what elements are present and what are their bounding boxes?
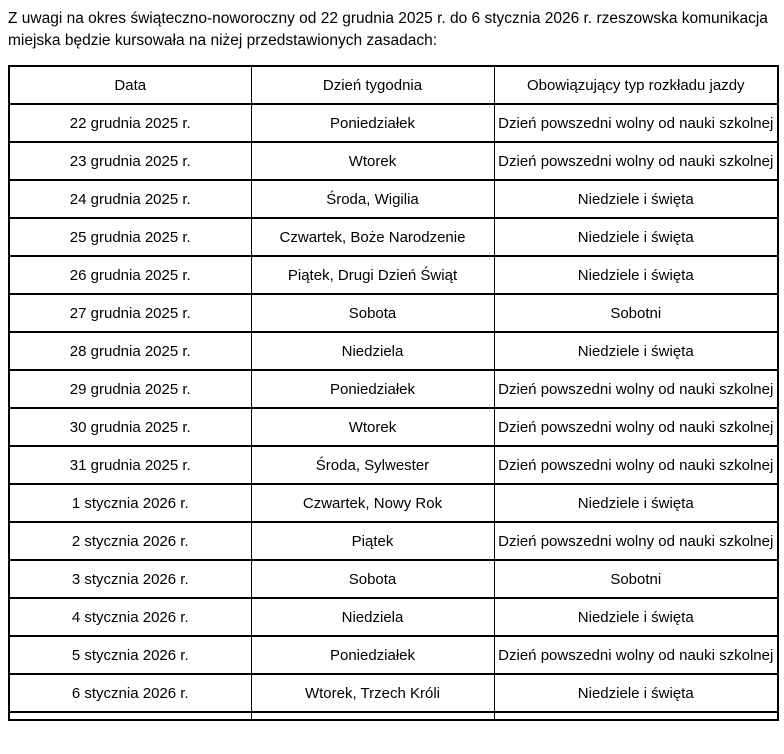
cell-schedule-type: Niedziele i święta — [493, 255, 779, 295]
cell-schedule-type: Dzień powszedni wolny od nauki szkolnej — [493, 445, 779, 485]
cell-schedule-type: Dzień powszedni wolny od nauki szkolnej — [493, 103, 779, 143]
cell-date: 1 stycznia 2026 r. — [8, 483, 252, 523]
cell-weekday: Poniedziałek — [250, 103, 495, 143]
cell-schedule-type: Niedziele i święta — [493, 331, 779, 371]
cell-schedule-type: Dzień powszedni wolny od nauki szkolnej — [493, 141, 779, 181]
cell-weekday: Piątek, Drugi Dzień Świąt — [250, 255, 495, 295]
table-row: 27 grudnia 2025 r. Sobota Sobotni — [8, 293, 779, 333]
cell-date: 23 grudnia 2025 r. — [8, 141, 252, 181]
cell-weekday: Czwartek, Boże Narodzenie — [250, 217, 495, 257]
cell-date: 24 grudnia 2025 r. — [8, 179, 252, 219]
cell-weekday: Niedziela — [250, 331, 495, 371]
table-row: 31 grudnia 2025 r. Środa, Sylwester Dzie… — [8, 445, 779, 485]
partial-cell — [250, 711, 495, 721]
schedule-table: Data Dzień tygodnia Obowiązujący typ roz… — [8, 65, 779, 721]
table-row: 3 stycznia 2026 r. Sobota Sobotni — [8, 559, 779, 599]
table-row: 30 grudnia 2025 r. Wtorek Dzień powszedn… — [8, 407, 779, 447]
table-row: 23 grudnia 2025 r. Wtorek Dzień powszedn… — [8, 141, 779, 181]
cell-date: 2 stycznia 2026 r. — [8, 521, 252, 561]
cell-weekday: Poniedziałek — [250, 635, 495, 675]
table-row: 28 grudnia 2025 r. Niedziela Niedziele i… — [8, 331, 779, 371]
table-row: 26 grudnia 2025 r. Piątek, Drugi Dzień Ś… — [8, 255, 779, 295]
table-header-row: Data Dzień tygodnia Obowiązujący typ roz… — [8, 65, 779, 105]
cell-schedule-type: Sobotni — [493, 559, 779, 599]
cell-weekday: Poniedziałek — [250, 369, 495, 409]
cell-weekday: Wtorek — [250, 141, 495, 181]
table-row: 1 stycznia 2026 r. Czwartek, Nowy Rok Ni… — [8, 483, 779, 523]
table-row: 22 grudnia 2025 r. Poniedziałek Dzień po… — [8, 103, 779, 143]
cell-date: 3 stycznia 2026 r. — [8, 559, 252, 599]
cell-schedule-type: Niedziele i święta — [493, 597, 779, 637]
cell-date: 27 grudnia 2025 r. — [8, 293, 252, 333]
cell-date: 6 stycznia 2026 r. — [8, 673, 252, 713]
table-row: 2 stycznia 2026 r. Piątek Dzień powszedn… — [8, 521, 779, 561]
cell-weekday: Środa, Wigilia — [250, 179, 495, 219]
cell-schedule-type: Dzień powszedni wolny od nauki szkolnej — [493, 369, 779, 409]
table-row: 25 grudnia 2025 r. Czwartek, Boże Narodz… — [8, 217, 779, 257]
cell-date: 30 grudnia 2025 r. — [8, 407, 252, 447]
header-cell-schedule-type: Obowiązujący typ rozkładu jazdy — [493, 65, 779, 105]
cell-schedule-type: Dzień powszedni wolny od nauki szkolnej — [493, 635, 779, 675]
intro-paragraph: Z uwagi na okres świąteczno-noworoczny o… — [8, 10, 768, 49]
cell-date: 31 grudnia 2025 r. — [8, 445, 252, 485]
cell-weekday: Sobota — [250, 559, 495, 599]
header-cell-weekday: Dzień tygodnia — [250, 65, 495, 105]
table-row: 4 stycznia 2026 r. Niedziela Niedziele i… — [8, 597, 779, 637]
cell-date: 25 grudnia 2025 r. — [8, 217, 252, 257]
table-row: 6 stycznia 2026 r. Wtorek, Trzech Króli … — [8, 673, 779, 713]
cell-schedule-type: Niedziele i święta — [493, 673, 779, 713]
cell-schedule-type: Niedziele i święta — [493, 179, 779, 219]
cell-schedule-type: Niedziele i święta — [493, 483, 779, 523]
table-body: 22 grudnia 2025 r. Poniedziałek Dzień po… — [8, 103, 779, 721]
cell-date: 29 grudnia 2025 r. — [8, 369, 252, 409]
cell-schedule-type: Dzień powszedni wolny od nauki szkolnej — [493, 407, 779, 447]
table-row: 24 grudnia 2025 r. Środa, Wigilia Niedzi… — [8, 179, 779, 219]
cell-weekday: Wtorek, Trzech Króli — [250, 673, 495, 713]
table-row: 29 grudnia 2025 r. Poniedziałek Dzień po… — [8, 369, 779, 409]
cell-weekday: Piątek — [250, 521, 495, 561]
cell-schedule-type: Sobotni — [493, 293, 779, 333]
partial-table-row — [8, 711, 779, 721]
cell-date: 22 grudnia 2025 r. — [8, 103, 252, 143]
cell-date: 26 grudnia 2025 r. — [8, 255, 252, 295]
cell-weekday: Niedziela — [250, 597, 495, 637]
cell-schedule-type: Niedziele i święta — [493, 217, 779, 257]
cell-date: 5 stycznia 2026 r. — [8, 635, 252, 675]
partial-cell — [493, 711, 779, 721]
cell-weekday: Czwartek, Nowy Rok — [250, 483, 495, 523]
header-cell-date: Data — [8, 65, 252, 105]
cell-weekday: Wtorek — [250, 407, 495, 447]
cell-schedule-type: Dzień powszedni wolny od nauki szkolnej — [493, 521, 779, 561]
cell-date: 28 grudnia 2025 r. — [8, 331, 252, 371]
table-row: 5 stycznia 2026 r. Poniedziałek Dzień po… — [8, 635, 779, 675]
partial-cell — [8, 711, 252, 721]
cell-weekday: Sobota — [250, 293, 495, 333]
cell-weekday: Środa, Sylwester — [250, 445, 495, 485]
cell-date: 4 stycznia 2026 r. — [8, 597, 252, 637]
